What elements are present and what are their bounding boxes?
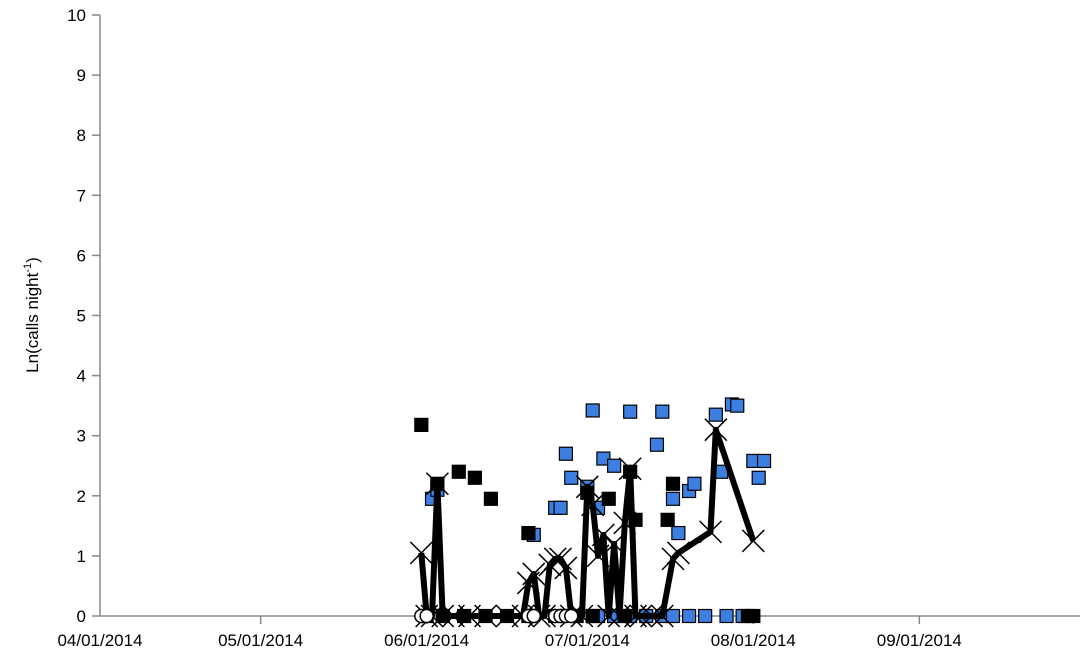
x-marker [623, 604, 648, 628]
series-line [418, 426, 757, 619]
y-tick-label: 7 [77, 186, 86, 205]
square-marker [665, 491, 681, 506]
x-marker [532, 604, 557, 628]
x-marker [441, 604, 465, 628]
x-marker [640, 604, 664, 628]
series-2 [409, 418, 765, 628]
x-marker [704, 418, 728, 442]
x-tick-label: 08/01/2014 [711, 631, 796, 650]
x-marker [650, 604, 674, 628]
y-axis-title-close: ) [23, 257, 42, 263]
series-3 [414, 608, 579, 624]
y-axis-title: Ln(calls night-1) [22, 257, 42, 373]
y-tick-label: 6 [77, 246, 86, 265]
square-marker [606, 458, 622, 473]
square-marker [451, 464, 466, 479]
square-marker [553, 500, 568, 515]
square-marker [467, 470, 482, 485]
x-marker [575, 475, 599, 499]
square-marker [521, 525, 536, 541]
x-marker [629, 604, 653, 628]
x-marker [543, 547, 567, 571]
circle-marker [526, 608, 542, 624]
x-marker [431, 604, 455, 628]
x-marker [554, 556, 578, 580]
square-marker [655, 404, 670, 419]
square-marker [585, 403, 600, 418]
square-marker [665, 608, 681, 624]
square-marker [596, 451, 611, 466]
square-marker [585, 608, 600, 624]
y-tick-label: 3 [77, 427, 86, 446]
x-marker [613, 511, 637, 535]
square-marker [414, 417, 429, 432]
x-tick-label: 06/01/2014 [384, 631, 469, 650]
x-marker [474, 604, 498, 628]
x-marker [586, 544, 610, 568]
y-tick-label: 0 [77, 607, 86, 626]
circle-marker [419, 608, 434, 624]
y-tick-label: 2 [77, 487, 86, 506]
square-marker [601, 491, 616, 506]
x-marker [581, 493, 605, 517]
y-axis-title-main: Ln(calls night [23, 272, 42, 372]
square-marker [564, 470, 579, 485]
x-marker [591, 523, 615, 547]
circle-marker [564, 608, 579, 624]
square-marker [483, 491, 499, 506]
x-marker [618, 457, 642, 481]
y-ticks: 0 1 2 3 4 5 6 7 8 9 10 [67, 6, 100, 626]
series-marks [409, 397, 772, 628]
x-tick-label: 04/01/2014 [57, 631, 142, 650]
x-marker [522, 562, 546, 586]
x-marker [607, 604, 631, 628]
square-marker [708, 407, 723, 422]
x-tick-label: 05/01/2014 [218, 631, 303, 650]
square-marker [649, 437, 665, 452]
square-marker [623, 404, 638, 419]
square-marker [746, 608, 761, 624]
square-marker [698, 608, 713, 624]
square-marker [756, 453, 772, 469]
y-tick-label: 1 [77, 547, 86, 566]
x-marker [698, 520, 723, 544]
y-axis-title-sup: -1 [22, 263, 34, 273]
square-marker [687, 476, 702, 491]
y-tick-label: 4 [77, 367, 86, 386]
x-tick-label: 09/01/2014 [877, 631, 962, 650]
x-marker [409, 541, 433, 565]
square-marker [730, 398, 745, 413]
x-marker [666, 541, 690, 565]
x-marker [425, 472, 449, 496]
x-marker [457, 604, 482, 628]
y-tick-label: 10 [67, 6, 86, 25]
square-marker [751, 470, 766, 485]
x-marker [597, 604, 621, 628]
square-marker [665, 476, 681, 491]
x-marker [602, 532, 626, 556]
x-marker [495, 604, 519, 628]
y-tick-label: 8 [77, 126, 86, 145]
y-tick-label: 9 [77, 66, 86, 85]
square-marker [719, 608, 734, 624]
square-marker [681, 608, 697, 624]
square-marker [671, 525, 686, 541]
square-marker [558, 446, 574, 461]
square-marker [660, 512, 675, 527]
y-tick-label: 5 [77, 307, 86, 326]
x-marker [570, 604, 594, 628]
x-tick-label: 07/01/2014 [545, 631, 630, 650]
x-marker [741, 529, 765, 553]
